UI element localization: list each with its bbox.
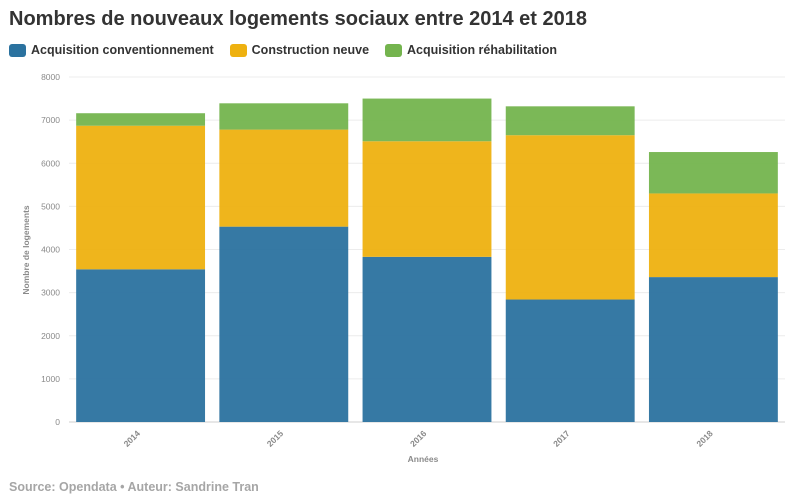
legend-label: Acquisition conventionnement [31,43,214,57]
legend: Acquisition conventionnement Constructio… [9,43,557,57]
bar-segment-2015-acquisition-conventionnement[interactable] [219,226,349,422]
legend-swatch-construction-neuve [229,43,247,57]
legend-label: Acquisition réhabilitation [407,43,558,57]
bar-segment-2014-construction-neuve[interactable] [76,125,206,270]
y-tick-label: 2000 [41,331,60,341]
chart-title: Nombres de nouveaux logements sociaux en… [9,8,588,30]
y-tick-label: 4000 [41,245,60,255]
bar-segment-2014-acquisition-r-habilitation[interactable] [76,113,206,126]
legend-swatch-acquisition-conventionnement [9,43,26,57]
x-tick-label: 2014 [122,428,143,449]
y-tick-label: 3000 [41,288,60,298]
y-axis-ticks: 0 1000 2000 3000 4000 5000 6000 7000 8000 [41,72,60,427]
x-tick-label: 2018 [694,428,715,449]
y-tick-label: 5000 [41,201,60,211]
x-tick-label: 2016 [408,428,429,449]
bar-segment-2014-acquisition-conventionnement[interactable] [76,269,206,422]
bar-segment-2017-construction-neuve[interactable] [505,135,635,300]
legend-label: Construction neuve [251,43,370,57]
x-tick-label: 2015 [265,428,286,449]
bar-segment-2018-acquisition-r-habilitation[interactable] [648,152,778,194]
bar-segment-2015-acquisition-r-habilitation[interactable] [219,103,349,130]
bar-segment-2018-construction-neuve[interactable] [648,193,778,278]
bar-segment-2016-construction-neuve[interactable] [362,141,492,257]
legend-item-construction-neuve[interactable]: Construction neuve [229,43,370,57]
legend-item-acquisition-rehabilitation[interactable]: Acquisition réhabilitation [385,43,557,57]
y-tick-label: 8000 [41,72,60,82]
source-note: Source: Opendata • Auteur: Sandrine Tran [9,480,259,494]
y-tick-label: 6000 [41,158,60,168]
legend-item-acquisition-conventionnement[interactable]: Acquisition conventionnement [9,43,214,57]
bars [76,98,778,422]
bar-segment-2017-acquisition-conventionnement[interactable] [505,299,635,422]
x-axis-label: Années [408,454,439,464]
bar-segment-2016-acquisition-conventionnement[interactable] [362,256,492,422]
y-axis-label: Nombre de logements [21,205,31,295]
x-axis-ticks: 2014 2015 2016 2017 2018 [122,428,715,449]
bar-segment-2016-acquisition-r-habilitation[interactable] [362,98,492,142]
bar-segment-2017-acquisition-r-habilitation[interactable] [505,106,635,136]
y-tick-label: 0 [55,417,60,427]
y-tick-label: 1000 [41,374,60,384]
bar-segment-2015-construction-neuve[interactable] [219,129,349,227]
bar-segment-2018-acquisition-conventionnement[interactable] [648,277,778,422]
legend-swatch-acquisition-rehabilitation [385,43,403,57]
x-tick-label: 2017 [551,428,572,449]
y-tick-label: 7000 [41,115,60,125]
